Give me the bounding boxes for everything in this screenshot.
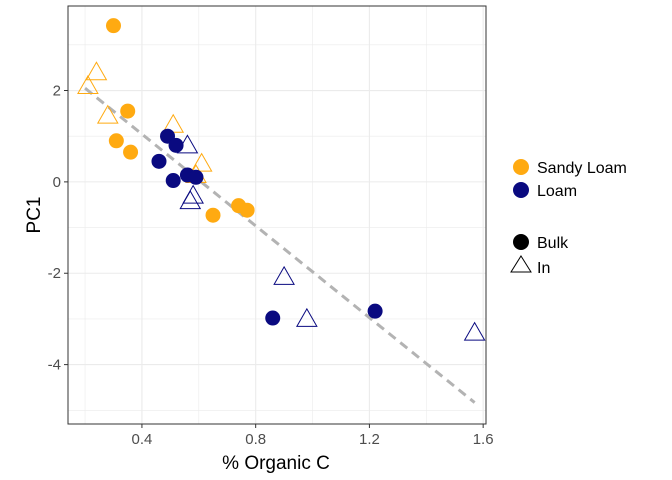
legend-label-sandy-loam: Sandy Loam	[537, 160, 627, 177]
x-tick-label: 1.6	[473, 431, 494, 448]
legend-item-sandy-loam: Sandy Loam	[513, 159, 627, 177]
sandy-loam-bulk-point	[123, 144, 139, 160]
loam-in-point	[176, 134, 199, 154]
loam-in-point	[179, 190, 202, 210]
y-tick-label: 2	[53, 83, 61, 100]
x-axis-title: % Organic C	[222, 453, 330, 474]
x-tick-label: 0.8	[245, 431, 266, 448]
sandy-loam-bulk-point	[105, 18, 121, 34]
loam-bulk-point	[188, 169, 204, 185]
loam-bulk-point	[367, 303, 383, 319]
y-axis-title: PC1	[24, 197, 45, 234]
y-tick-label: -2	[48, 265, 61, 282]
legend-swatch-bulk	[513, 234, 529, 250]
legend-label-bulk: Bulk	[537, 235, 569, 252]
loam-bulk-point	[265, 310, 281, 326]
sandy-loam-bulk-point	[108, 133, 124, 149]
x-tick-label: 1.2	[359, 431, 380, 448]
y-tick-label: 0	[53, 174, 61, 191]
legend-item-in: In	[510, 255, 550, 277]
x-tick-label: 0.4	[132, 431, 153, 448]
sandy-loam-in-point	[85, 61, 108, 81]
legend-item-loam: Loam	[513, 182, 577, 200]
y-tick-label: -4	[48, 357, 61, 374]
sandy-loam-bulk-point	[120, 103, 136, 119]
legend-swatch-in	[510, 255, 532, 273]
legend-label-loam: Loam	[537, 183, 577, 200]
loam-in-point	[295, 307, 318, 327]
major-gridlines	[68, 6, 486, 424]
sandy-loam-bulk-point	[239, 202, 255, 218]
loam-bulk-point	[151, 153, 167, 169]
legend-swatch-loam	[513, 182, 529, 198]
y-axis: -4 -2 0 2	[48, 83, 68, 374]
x-axis: 0.4 0.8 1.2 1.6	[132, 424, 494, 448]
panel-background	[68, 6, 486, 424]
trendline-layer	[84, 87, 476, 404]
legend-item-bulk: Bulk	[513, 234, 569, 252]
sandy-loam-in-point	[77, 74, 99, 94]
legend: Sandy Loam Loam Bulk In	[510, 159, 627, 277]
sandy-loam-bulk-point	[205, 207, 221, 223]
points-layer	[77, 18, 486, 341]
loam-in-point	[463, 321, 486, 341]
loam-bulk-point	[165, 173, 181, 189]
legend-label-in: In	[537, 260, 550, 277]
loam-in-point	[273, 265, 295, 285]
trendline	[84, 87, 476, 404]
plot-panel	[67, 5, 487, 425]
sandy-loam-in-point	[96, 104, 119, 124]
panel-border	[67, 5, 487, 425]
sandy-loam-in-point	[190, 152, 213, 172]
legend-swatch-sandy-loam	[513, 159, 529, 175]
